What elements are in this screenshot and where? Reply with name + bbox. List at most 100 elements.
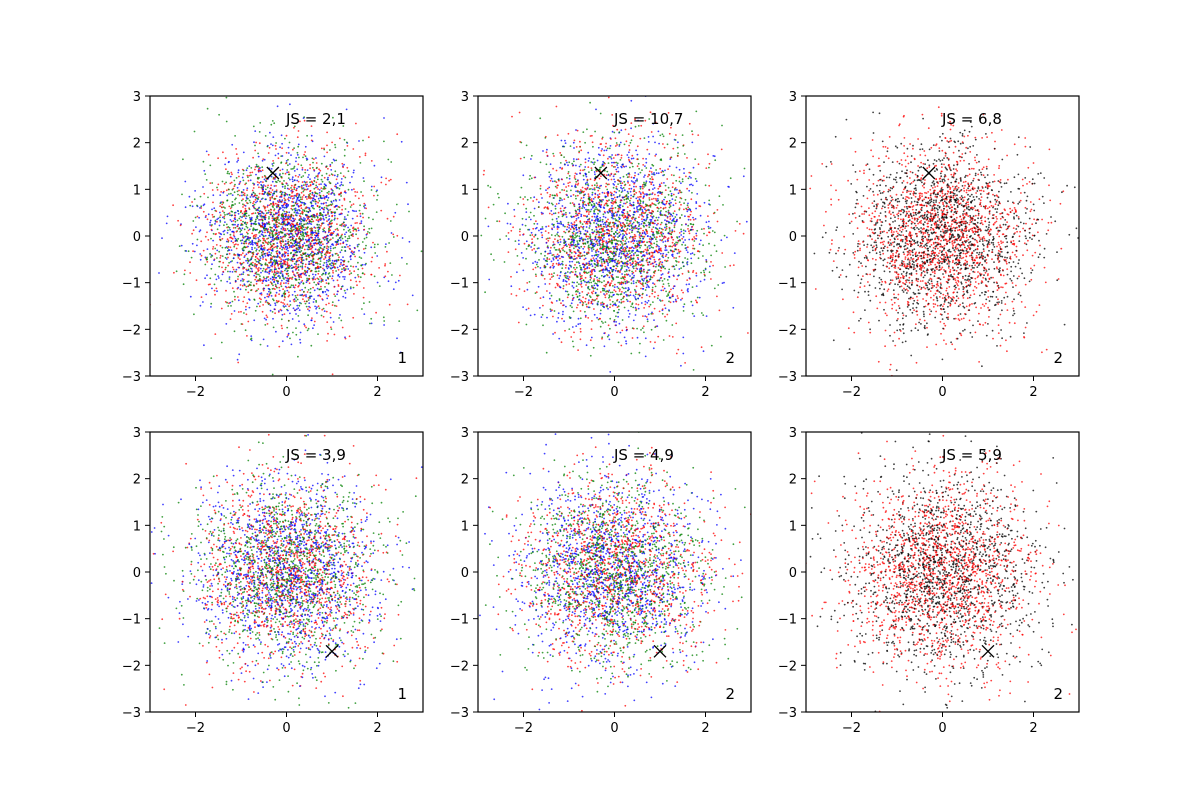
scatter-point [296,203,298,206]
scatter-point [304,269,306,272]
scatter-point [241,194,243,197]
scatter-point [303,219,306,222]
scatter-point [613,289,616,291]
scatter-point [295,189,298,192]
scatter-point [290,244,293,247]
scatter-point [555,257,558,260]
scatter-point [600,261,603,263]
scatter-point [260,271,262,274]
scatter-point [549,174,552,176]
scatter-point [575,290,578,292]
scatter-point [324,290,327,293]
scatter-point [274,144,277,147]
scatter-point [657,294,660,297]
scatter-point [302,226,305,229]
scatter-point [344,208,347,210]
scatter-point [639,187,642,190]
scatter-point [308,256,311,259]
scatter-point [279,196,281,198]
scatter-point [213,283,216,286]
scatter-point [189,272,192,274]
scatter-point [245,313,248,316]
scatter-point [642,157,644,160]
scatter-point [269,304,272,307]
scatter-point [349,270,351,272]
scatter-point [627,156,630,159]
scatter-point [304,286,307,289]
scatter-point [308,260,310,263]
scatter-point [559,263,562,266]
scatter-point [283,248,286,250]
scatter-point [304,145,307,148]
scatter-point [556,220,558,223]
scatter-point [603,289,606,292]
scatter-point [290,207,293,210]
scatter-point [344,233,346,236]
scatter-point [228,205,231,208]
scatter-point [317,236,319,239]
scatter-point [309,242,312,245]
scatter-point [512,226,514,229]
scatter-point [327,211,329,214]
scatter-point [593,254,596,257]
scatter-point [293,249,295,252]
scatter-point [303,119,306,122]
scatter-point [331,203,334,205]
scatter-point [568,328,571,330]
scatter-point [227,229,229,232]
scatter-point [331,141,333,144]
scatter-point [568,177,571,180]
scatter-point [296,187,298,190]
scatter-point [271,217,274,220]
scatter-point [202,186,204,188]
scatter-point [243,312,245,314]
scatter-point [347,268,350,270]
scatter-point [305,295,307,298]
scatter-point [620,265,623,267]
scatter-point [241,212,244,215]
scatter-point [673,268,676,270]
scatter-point [387,158,390,161]
scatter-point [351,188,353,191]
scatter-point [674,223,676,225]
scatter-point [554,185,557,188]
scatter-point [411,294,414,297]
scatter-point [329,203,332,206]
scatter-point [345,243,348,246]
scatter-point [394,281,397,284]
scatter-point [246,232,249,235]
scatter-point [337,274,339,277]
scatter-point [326,199,329,202]
scatter-point [263,226,266,228]
scatter-point [266,271,269,274]
scatter-point [303,153,306,156]
scatter-point [291,237,294,240]
scatter-point [565,216,568,218]
scatter-point [214,252,217,255]
scatter-point [271,238,274,241]
scatter-point [290,214,293,216]
scatter-point [370,185,373,188]
scatter-point [619,331,622,334]
scatter-point [617,293,620,296]
scatter-point [295,199,298,202]
scatter-point [344,276,346,278]
scatter-point [304,273,306,275]
scatter-point [216,228,219,231]
scatter-point [279,235,282,238]
scatter-point [327,282,330,285]
scatter-point [318,228,320,231]
scatter-point [331,191,334,194]
scatter-point [302,184,305,187]
scatter-point [312,261,315,264]
scatter-point [294,214,297,216]
scatter-point [276,254,279,257]
scatter-point [396,337,398,340]
scatter-point [654,141,656,144]
scatter-point [173,271,175,274]
scatter-point [254,278,257,281]
scatter-point [258,212,260,215]
scatter-point [465,361,467,363]
scatter-point [333,159,336,162]
scatter-point [557,312,560,315]
